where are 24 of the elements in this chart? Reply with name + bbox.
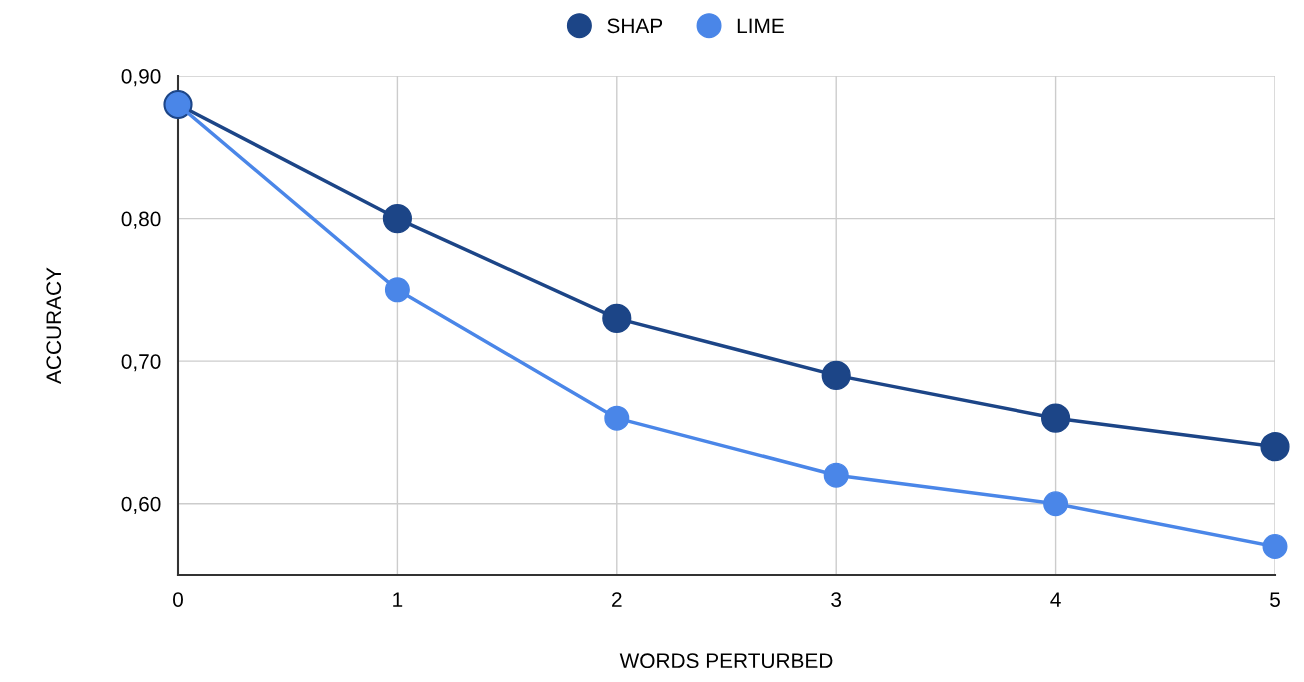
y-tick-label: 0,70	[121, 354, 161, 372]
x-axis-title: WORDS PERTURBED	[619, 653, 833, 669]
y-tick-label: 0,90	[121, 69, 161, 87]
point	[1262, 533, 1288, 559]
x-tick-label: 1	[393, 592, 403, 607]
x-tick-label: 3	[831, 592, 842, 607]
x-tick-label: 4	[1050, 592, 1061, 607]
point	[1041, 403, 1071, 433]
legend-label: LIME	[737, 18, 784, 33]
point	[821, 360, 851, 390]
point	[384, 277, 410, 303]
point	[823, 462, 849, 488]
y-tick-label: 0,60	[121, 496, 161, 514]
x-tick-label: 2	[612, 592, 622, 607]
point	[604, 405, 630, 431]
point	[1260, 432, 1290, 462]
x-tick-label: 5	[1270, 592, 1280, 607]
x-tick-label: 0	[173, 592, 183, 607]
point	[1043, 491, 1069, 517]
point	[602, 303, 632, 333]
y-axis-title: ACCURACY	[46, 267, 62, 384]
legend-label: SHAP	[607, 18, 663, 34]
y-tick-label: 0,80	[121, 211, 161, 229]
point	[382, 203, 412, 234]
